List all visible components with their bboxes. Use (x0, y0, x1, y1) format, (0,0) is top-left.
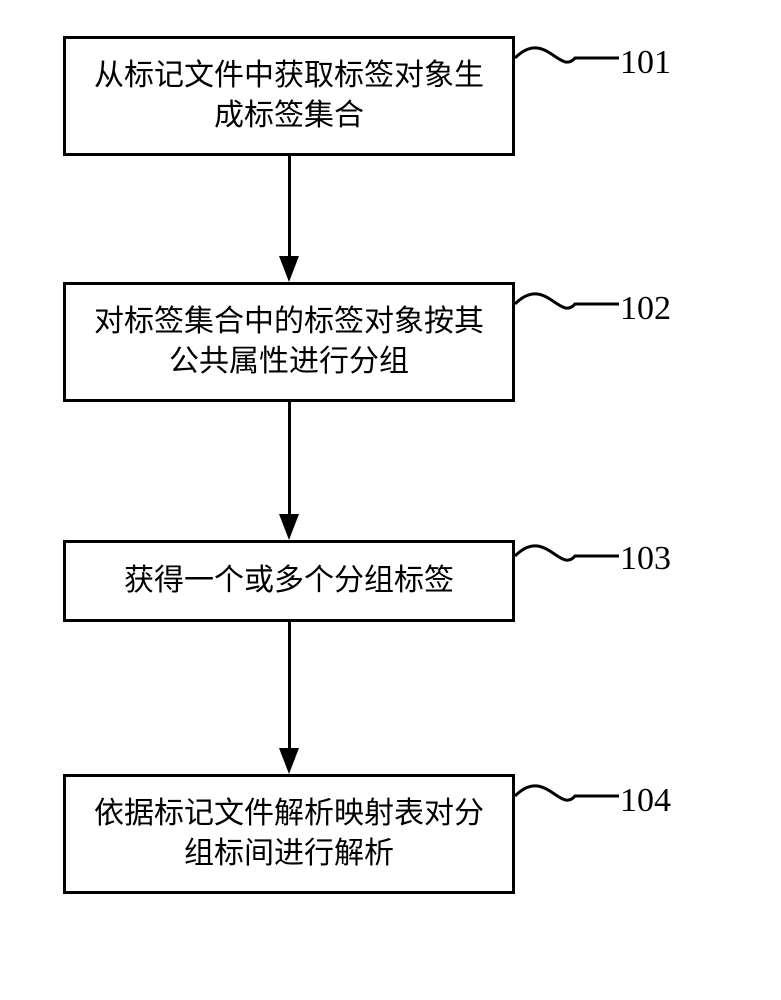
arrow-1-2-head (279, 256, 299, 282)
node-1-line-2: 成标签集合 (94, 96, 484, 137)
flow-node-4: 依据标记文件解析映射表对分 组标间进行解析 (63, 774, 515, 894)
leader-2 (515, 280, 625, 330)
arrow-2-3-head (279, 514, 299, 540)
node-2-line-1: 对标签集合中的标签对象按其 (94, 302, 484, 343)
node-2-line-2: 公共属性进行分组 (94, 342, 484, 383)
flow-node-3: 获得一个或多个分组标签 (63, 540, 515, 622)
label-101: 101 (620, 44, 671, 82)
label-104: 104 (620, 782, 671, 820)
node-1-line-1: 从标记文件中获取标签对象生 (94, 56, 484, 97)
label-102: 102 (620, 290, 671, 328)
node-3-line-1: 获得一个或多个分组标签 (124, 561, 454, 602)
arrow-3-4-shaft (288, 622, 291, 748)
arrow-1-2-shaft (288, 156, 291, 256)
node-4-line-2: 组标间进行解析 (94, 834, 484, 875)
flowchart-canvas: 从标记文件中获取标签对象生 成标签集合 101 对标签集合中的标签对象按其 公共… (0, 0, 781, 1000)
arrow-3-4-head (279, 748, 299, 774)
leader-4 (515, 772, 625, 822)
flow-node-2: 对标签集合中的标签对象按其 公共属性进行分组 (63, 282, 515, 402)
leader-1 (515, 34, 625, 84)
arrow-2-3-shaft (288, 402, 291, 514)
flow-node-1: 从标记文件中获取标签对象生 成标签集合 (63, 36, 515, 156)
label-103: 103 (620, 540, 671, 578)
leader-3 (515, 532, 625, 582)
node-4-line-1: 依据标记文件解析映射表对分 (94, 794, 484, 835)
